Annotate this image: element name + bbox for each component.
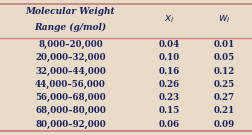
Text: 20,000–32,000: 20,000–32,000: [35, 53, 106, 62]
Text: 0.04: 0.04: [158, 40, 179, 49]
Text: 0.25: 0.25: [214, 80, 235, 89]
Text: 0.09: 0.09: [214, 120, 235, 129]
Text: $\mathbf{\mathit{x}}_{i}$: $\mathbf{\mathit{x}}_{i}$: [164, 14, 174, 26]
Text: 44,000–56,000: 44,000–56,000: [35, 80, 106, 89]
Text: 80,000–92,000: 80,000–92,000: [35, 120, 106, 129]
Text: 0.15: 0.15: [158, 107, 179, 115]
Text: 68,000–80,000: 68,000–80,000: [35, 107, 106, 116]
Text: 0.05: 0.05: [214, 53, 235, 62]
Text: 0.26: 0.26: [158, 80, 179, 89]
Text: 0.23: 0.23: [158, 93, 179, 102]
Text: 0.10: 0.10: [158, 53, 179, 62]
Text: 0.16: 0.16: [158, 67, 179, 76]
Text: 0.12: 0.12: [214, 67, 235, 76]
Text: 56,000–68,000: 56,000–68,000: [35, 93, 106, 102]
Text: Range (g/mol): Range (g/mol): [35, 23, 107, 32]
Text: 0.21: 0.21: [214, 107, 235, 115]
Text: 0.27: 0.27: [214, 93, 235, 102]
Text: Molecular Weight: Molecular Weight: [26, 7, 115, 16]
Text: 0.01: 0.01: [214, 40, 235, 49]
Text: 8,000–20,000: 8,000–20,000: [38, 40, 103, 49]
Text: 0.06: 0.06: [158, 120, 179, 129]
Text: 32,000–44,000: 32,000–44,000: [35, 67, 106, 76]
Text: $\mathbf{\mathit{w}}_{i}$: $\mathbf{\mathit{w}}_{i}$: [218, 14, 231, 26]
